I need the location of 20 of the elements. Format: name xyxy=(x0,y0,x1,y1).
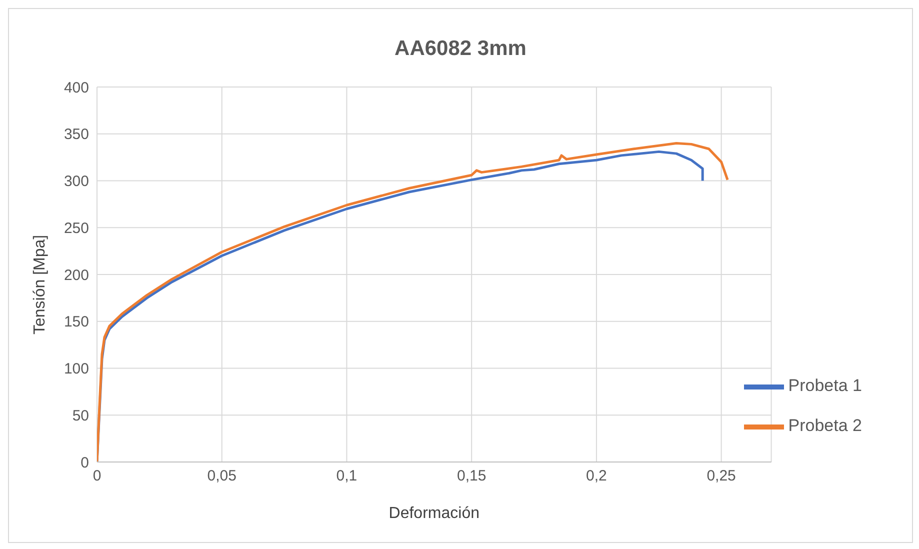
y-axis-title: Tensión [Mpa] xyxy=(32,234,49,334)
x-tick-label: 0,15 xyxy=(456,468,486,485)
x-tick-label: 0 xyxy=(92,468,102,485)
y-tick-label: 350 xyxy=(64,126,89,144)
x-tick-label: 0,2 xyxy=(586,468,607,485)
x-tick-label: 0,1 xyxy=(336,468,358,485)
x-tick-label: 0,05 xyxy=(207,468,236,485)
legend-label: Probeta 2 xyxy=(788,416,862,436)
y-tick-label: 150 xyxy=(64,314,89,331)
y-tick-label: 400 xyxy=(64,79,89,96)
y-tick-label: 0 xyxy=(80,454,89,472)
y-tick-label: 250 xyxy=(64,220,89,237)
x-axis-title: Deformación xyxy=(388,505,480,522)
legend-label: Probeta 1 xyxy=(788,376,862,396)
chart-title: AA6082 3mm xyxy=(394,37,528,61)
x-tick-label: 0,25 xyxy=(706,468,736,485)
y-tick-label: 50 xyxy=(72,407,89,424)
y-tick-label: 200 xyxy=(64,266,89,284)
y-tick-label: 100 xyxy=(64,360,89,378)
y-tick-label: 300 xyxy=(64,173,89,190)
